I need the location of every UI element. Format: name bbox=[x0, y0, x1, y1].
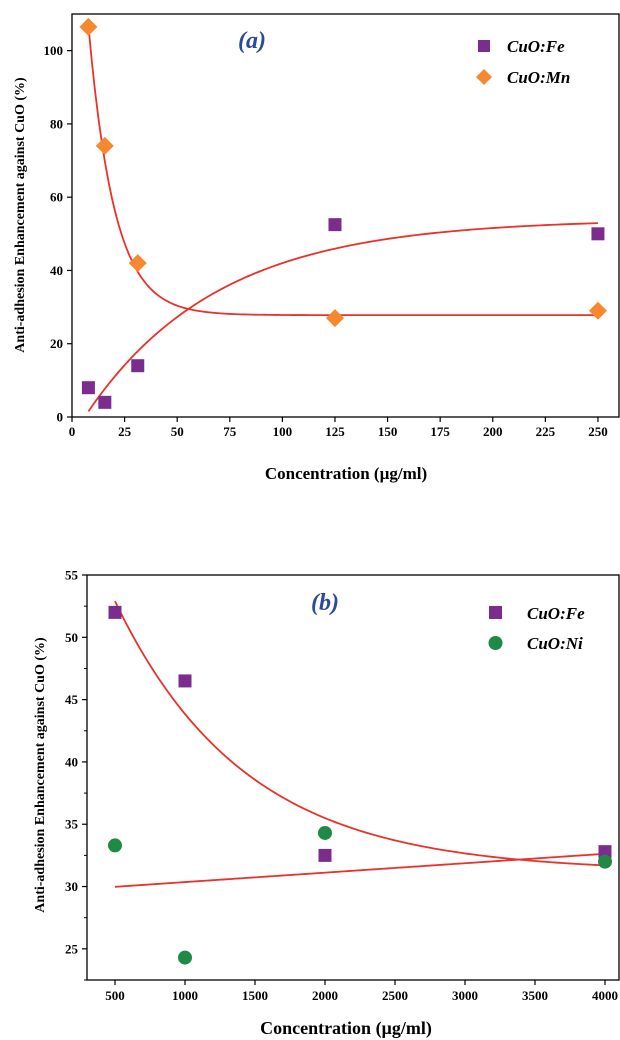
point-cuo-fe-b-0 bbox=[108, 605, 122, 619]
legend-label-cuo-fe-b: CuO:Fe bbox=[527, 604, 585, 623]
point-cuo-fe-a-2 bbox=[131, 359, 145, 373]
x-tick-label-b-6: 3500 bbox=[522, 988, 548, 1003]
plot-frame-a bbox=[71, 13, 620, 418]
panel-label-a: (a) bbox=[238, 28, 266, 54]
fit-curve-cuo-mn-a bbox=[87, 25, 598, 317]
point-cuo-fe-b-2 bbox=[318, 848, 332, 862]
y-tick-label-b-1: 30 bbox=[65, 879, 78, 894]
legend-marker-cuo-fe-b bbox=[489, 606, 502, 619]
point-cuo-mn-a-4 bbox=[588, 301, 607, 320]
y-axis-title-a: Anti-adhesion Enhancement against CuO (%… bbox=[13, 77, 28, 353]
legend-label-cuo-ni-b: CuO:Ni bbox=[527, 634, 583, 653]
point-cuo-mn-a-1 bbox=[95, 136, 114, 155]
point-cuo-ni-b-0 bbox=[108, 838, 122, 853]
data-points-b bbox=[108, 605, 612, 965]
x-tick-label-a-1: 25 bbox=[118, 424, 132, 439]
x-tick-label-a-4: 100 bbox=[273, 424, 293, 439]
data-points-a bbox=[79, 17, 607, 409]
x-tick-label-b-3: 2000 bbox=[312, 988, 338, 1003]
x-tick-label-b-5: 3000 bbox=[452, 988, 478, 1003]
point-cuo-fe-a-4 bbox=[591, 227, 605, 241]
legend-label-cuo-fe-a: CuO:Fe bbox=[507, 37, 565, 56]
point-cuo-ni-b-3 bbox=[598, 854, 612, 869]
panel-a: 0 25 50 75 100 125 150 175 200 225 250 0 20 40 60 80 100… bbox=[13, 13, 620, 483]
point-cuo-fe-b-3 bbox=[598, 845, 612, 859]
y-axis-title-b: Anti-adhesion Enhancement against CuO (%… bbox=[33, 637, 48, 913]
axis-ticks-b: 500 1000 1500 2000 2500 3000 3500 4000 25 30 35 40 4… bbox=[65, 568, 618, 1004]
point-cuo-fe-a-0 bbox=[81, 381, 95, 395]
x-tick-label-b-1: 1000 bbox=[172, 988, 198, 1003]
x-tick-label-a-7: 175 bbox=[430, 424, 450, 439]
point-cuo-fe-b-1 bbox=[178, 674, 192, 688]
point-cuo-ni-b-1 bbox=[178, 950, 192, 965]
axis-ticks-a: 0 25 50 75 100 125 150 175 200 225 250 0 20 40 60 80 100 bbox=[44, 43, 608, 439]
y-tick-label-b-2: 35 bbox=[65, 817, 79, 832]
y-tick-label-b-5: 50 bbox=[65, 630, 78, 645]
y-tick-label-a-5: 100 bbox=[44, 43, 64, 58]
x-tick-label-b-2: 1500 bbox=[242, 988, 268, 1003]
y-tick-label-b-4: 45 bbox=[65, 692, 79, 707]
y-tick-label-a-1: 20 bbox=[50, 336, 63, 351]
point-cuo-mn-a-2 bbox=[128, 254, 147, 273]
point-cuo-ni-b-2 bbox=[318, 825, 332, 840]
y-tick-label-a-2: 40 bbox=[50, 263, 63, 278]
x-tick-label-a-8: 200 bbox=[483, 424, 503, 439]
y-tick-label-b-0: 25 bbox=[65, 941, 79, 956]
point-cuo-fe-a-3 bbox=[328, 218, 342, 232]
point-cuo-fe-a-1 bbox=[98, 395, 112, 409]
legend-marker-cuo-ni-b bbox=[488, 636, 503, 650]
fit-curve-cuo-fe-a bbox=[87, 222, 598, 412]
legend-marker-cuo-fe-a bbox=[478, 40, 490, 52]
legend-marker-cuo-mn-a bbox=[476, 69, 492, 85]
point-cuo-mn-a-3 bbox=[325, 309, 344, 328]
y-tick-label-b-6: 55 bbox=[65, 568, 79, 583]
plot-frame-b bbox=[86, 574, 620, 981]
x-tick-label-b-4: 2500 bbox=[382, 988, 408, 1003]
legend-b: CuO:Fe CuO:Ni bbox=[488, 604, 585, 653]
x-axis-title-a: Concentration (µg/ml) bbox=[265, 464, 427, 483]
legend-a: CuO:Fe CuO:Mn bbox=[476, 37, 570, 87]
x-tick-label-a-2: 50 bbox=[171, 424, 184, 439]
x-tick-label-b-7: 4000 bbox=[592, 988, 618, 1003]
y-tick-label-b-3: 40 bbox=[65, 754, 78, 769]
x-tick-label-a-9: 225 bbox=[536, 424, 556, 439]
legend-label-cuo-mn-a: CuO:Mn bbox=[507, 68, 570, 87]
x-tick-label-a-6: 150 bbox=[378, 424, 398, 439]
x-axis-title-b: Concentration (µg/ml) bbox=[260, 1018, 432, 1039]
x-tick-label-a-3: 75 bbox=[223, 424, 237, 439]
x-tick-label-a-10: 250 bbox=[588, 424, 608, 439]
panel-label-b: (b) bbox=[311, 590, 339, 616]
panel-b: 500 1000 1500 2000 2500 3000 3500 4000 25 30 35 40 4… bbox=[33, 568, 620, 1039]
y-tick-label-a-4: 80 bbox=[50, 116, 63, 131]
x-tick-label-b-0: 500 bbox=[105, 988, 125, 1003]
x-tick-label-a-0: 0 bbox=[69, 424, 76, 439]
point-cuo-mn-a-0 bbox=[79, 17, 98, 36]
x-tick-label-a-5: 125 bbox=[325, 424, 345, 439]
fit-curve-cuo-ni-b bbox=[114, 852, 606, 888]
y-tick-label-a-0: 0 bbox=[57, 410, 64, 425]
y-tick-label-a-3: 60 bbox=[50, 190, 63, 205]
